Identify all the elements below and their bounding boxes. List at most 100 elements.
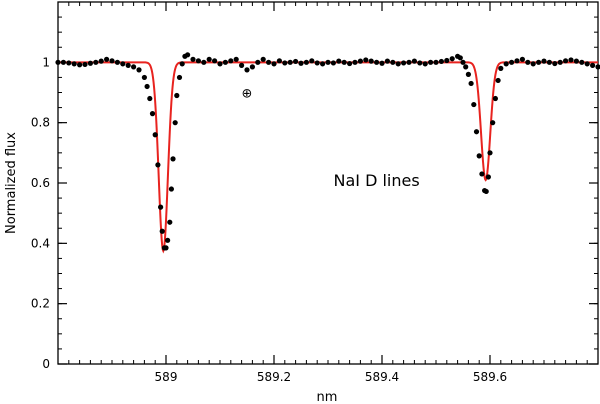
x-tick-label: 589.2 (257, 370, 291, 384)
model-curve (58, 61, 598, 254)
data-point (144, 83, 150, 90)
data-point (552, 60, 558, 67)
data-point (239, 62, 245, 68)
x-tick-label: 589.6 (473, 370, 507, 384)
data-point (155, 162, 161, 168)
x-tick-label: 589 (155, 370, 178, 384)
data-point (276, 58, 282, 64)
y-axis-title: Normalized flux (4, 132, 19, 234)
y-tick-label: 1 (42, 55, 50, 69)
data-point (167, 219, 173, 225)
data-point (266, 59, 272, 65)
data-point (109, 58, 115, 64)
data-point (417, 60, 423, 66)
data-point (170, 156, 176, 162)
data-point (120, 61, 126, 67)
data-point (320, 61, 326, 67)
data-point (244, 67, 250, 73)
annotation-earth-symbol: ⊕ (242, 87, 253, 102)
data-point (176, 74, 183, 81)
data-point (384, 58, 390, 64)
data-point (71, 61, 77, 67)
data-point (77, 62, 83, 68)
data-point (131, 64, 137, 70)
data-point (325, 59, 331, 65)
data-point (309, 58, 315, 64)
data-point (444, 57, 450, 64)
data-point (563, 58, 569, 64)
data-point (590, 62, 596, 68)
data-point (368, 58, 374, 64)
data-point (206, 56, 212, 62)
data-point (509, 59, 515, 65)
data-point (271, 61, 277, 67)
data-point (411, 58, 417, 64)
data-point (357, 58, 363, 64)
data-point (293, 58, 299, 65)
data-point (336, 58, 342, 64)
data-point (212, 58, 218, 64)
x-tick-label: 589.4 (365, 370, 399, 384)
data-point (485, 174, 491, 180)
model-fit-line (58, 61, 598, 254)
data-point (260, 56, 266, 62)
data-point (282, 60, 288, 66)
data-point (584, 61, 590, 67)
annotation-nai-d-lines: NaI D lines (333, 171, 419, 190)
data-point (476, 153, 482, 159)
data-point (98, 58, 104, 64)
data-point (104, 56, 110, 62)
y-tick-label: 0 (42, 357, 50, 371)
data-point (495, 77, 501, 84)
data-point (172, 120, 178, 126)
data-point (490, 120, 496, 126)
plot-area-border (57, 1, 599, 365)
data-point (473, 129, 480, 135)
data-point (303, 59, 309, 65)
data-point (557, 59, 563, 65)
data-point (395, 61, 401, 67)
data-point (525, 59, 531, 65)
data-point (190, 56, 196, 62)
data-point (595, 64, 600, 70)
data-point (483, 188, 489, 195)
data-point (352, 59, 358, 65)
data-point (460, 59, 466, 65)
data-point (498, 65, 504, 71)
data-point (233, 56, 239, 62)
data-point (471, 101, 477, 108)
data-point (546, 59, 553, 65)
data-point (536, 59, 542, 65)
data-point (479, 171, 485, 177)
data-point (159, 228, 165, 234)
data-point (141, 74, 147, 81)
y-tick-label: 0.6 (31, 176, 50, 190)
data-point (579, 59, 585, 65)
data-point (573, 58, 580, 64)
data-point (255, 59, 261, 65)
data-points (55, 52, 600, 251)
data-point (165, 237, 171, 243)
data-point (114, 59, 120, 65)
data-point (287, 59, 293, 65)
data-point (136, 67, 142, 73)
data-point (363, 57, 369, 63)
data-point (530, 61, 536, 67)
data-point (463, 64, 469, 70)
data-point (163, 245, 169, 251)
data-point (433, 59, 439, 65)
data-point (185, 52, 191, 58)
data-point (468, 80, 474, 87)
y-tick-label: 0.2 (31, 297, 50, 311)
x-axis-title: nm (317, 390, 338, 404)
data-point (60, 59, 66, 65)
data-point (465, 71, 471, 77)
x-axis-ticks: 589 589.2 589.4 589.6 (155, 2, 507, 384)
data-point (174, 92, 180, 99)
data-point (492, 95, 498, 102)
data-point (168, 186, 174, 192)
data-point (374, 59, 380, 65)
data-point (503, 61, 509, 67)
data-point (147, 95, 153, 102)
